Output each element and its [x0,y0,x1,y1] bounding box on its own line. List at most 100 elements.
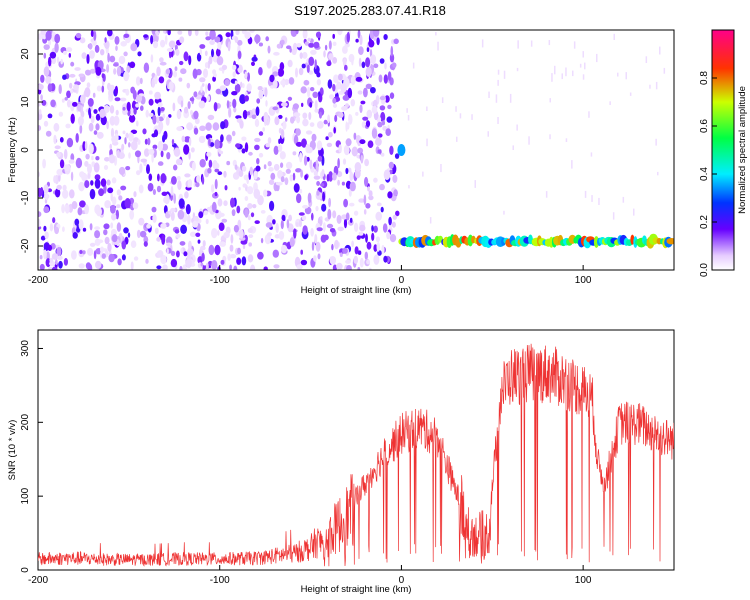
y-tick-label: 10 [20,96,31,108]
spectrogram-cell [38,218,41,228]
spectrogram-cell [284,79,289,86]
spectrogram-cell [113,68,117,75]
spectrogram-cell [408,185,410,189]
spectrogram-cell [171,138,175,146]
spectrogram-cell [129,209,135,220]
spectrogram-cell [108,253,115,263]
spectrogram-cell [548,40,551,46]
spectrogram-cell [189,97,195,102]
spectrogram-cell [85,153,90,160]
spectrogram-cell [101,253,107,259]
spectrogram-cell [129,61,136,69]
spectrogram-cell [221,218,228,223]
spectrogram-cell [234,83,241,93]
spectrogram-cell [144,138,148,145]
spectrogram-cell [88,107,91,116]
spectrogram-cell [122,106,126,111]
x-tick-label: -200 [28,575,48,586]
spectrogram-cell [237,39,243,46]
spectrogram-cell [224,185,228,191]
spectrogram-cell [199,48,202,56]
spectrogram-cell [166,248,169,255]
spectrogram-cell [195,232,201,237]
spectrogram-cell [663,67,666,74]
spectrogram-cell [189,231,197,237]
spectrogram-cell [109,143,112,150]
spectrogram-cell [355,76,363,82]
spectrogram-cell [332,41,337,46]
spectrogram-cell [66,99,72,108]
spectrogram-cell [54,145,61,150]
spectrogram-cell [287,96,293,101]
spectrogram-cell [130,240,137,248]
spectrogram-cell [103,223,110,230]
spectrogram-cell [337,30,343,36]
spectrogram-cell [249,166,254,176]
spectrogram-cell [278,114,283,119]
spectrogram-cell [57,255,63,260]
spectrogram-cell [60,58,63,65]
spectrogram-cell [393,189,398,197]
spectrogram-cell [75,133,79,143]
spectrogram-cell [66,137,74,148]
spectrogram-cell [387,104,392,110]
spectrogram-cell [97,239,104,244]
spectrogram-cell [332,83,336,92]
spectrogram-cell [209,142,215,147]
spectrogram-cell [156,265,162,270]
spectrogram-cell [70,61,75,67]
spectrogram-cell [384,62,387,70]
spectrogram-cell [237,50,242,60]
spectrogram-cell [343,218,348,229]
spectrogram-cell [148,148,155,155]
spectrogram-cell [286,219,290,229]
spectrogram-cell [309,102,313,108]
spectrogram-cell [263,266,268,270]
spectrogram-cell [118,195,123,201]
spectrogram-cell [267,161,272,167]
spectrogram-cell [98,188,105,197]
spectrogram-cell [230,197,235,208]
spectrogram-cell [100,49,105,56]
spectrogram-cell [645,56,648,63]
spectrogram-cell [92,40,97,46]
spectrogram-cell [471,114,473,120]
spectrogram-cell [54,188,61,198]
spectrogram-cell [218,150,224,155]
spectrogram-cell [344,64,348,71]
spectrogram-cell [214,36,221,43]
spectrogram-cell [136,170,141,176]
spectrogram-cell [377,149,382,154]
spectrogram-cell [307,192,312,204]
spectrogram-cell [565,138,568,142]
spectrogram-cell [47,39,52,46]
spectrogram-cell [272,71,279,77]
spectrogram-cell [306,86,311,98]
spectrogram-cell [328,171,333,182]
spectrogram-cell [328,53,334,60]
spectrogram-cell [295,168,302,173]
spectrogram-cell [77,116,84,126]
spectrogram-cell [161,143,168,151]
spectrogram-cell [126,65,131,74]
spectrogram-cell [53,134,57,145]
colorbar: 0.0 0.2 0.4 0.6 0.8 Normalized spectral ampl… [699,29,748,277]
spectrogram-cell [293,112,301,117]
spectrogram-cell [74,81,81,86]
spectrogram-cell [365,203,371,209]
spectrogram-cell [300,259,308,266]
spectrogram-cell [246,186,254,195]
spectrogram-cell [299,188,303,194]
spectrogram-cell [260,237,264,244]
spectrogram-cell [160,107,165,112]
spectrogram-cell [371,232,375,241]
spectrogram-cell [263,164,267,170]
spectrogram-cell [317,155,323,162]
spectrogram-cell [185,204,191,215]
spectrogram-cell [107,243,112,252]
spectrogram-cell [203,210,208,216]
spectrogram-cell [45,130,52,137]
spectrogram-cell [280,79,286,86]
spectrogram-cell [94,230,101,239]
spectrogram-cell [86,82,91,88]
